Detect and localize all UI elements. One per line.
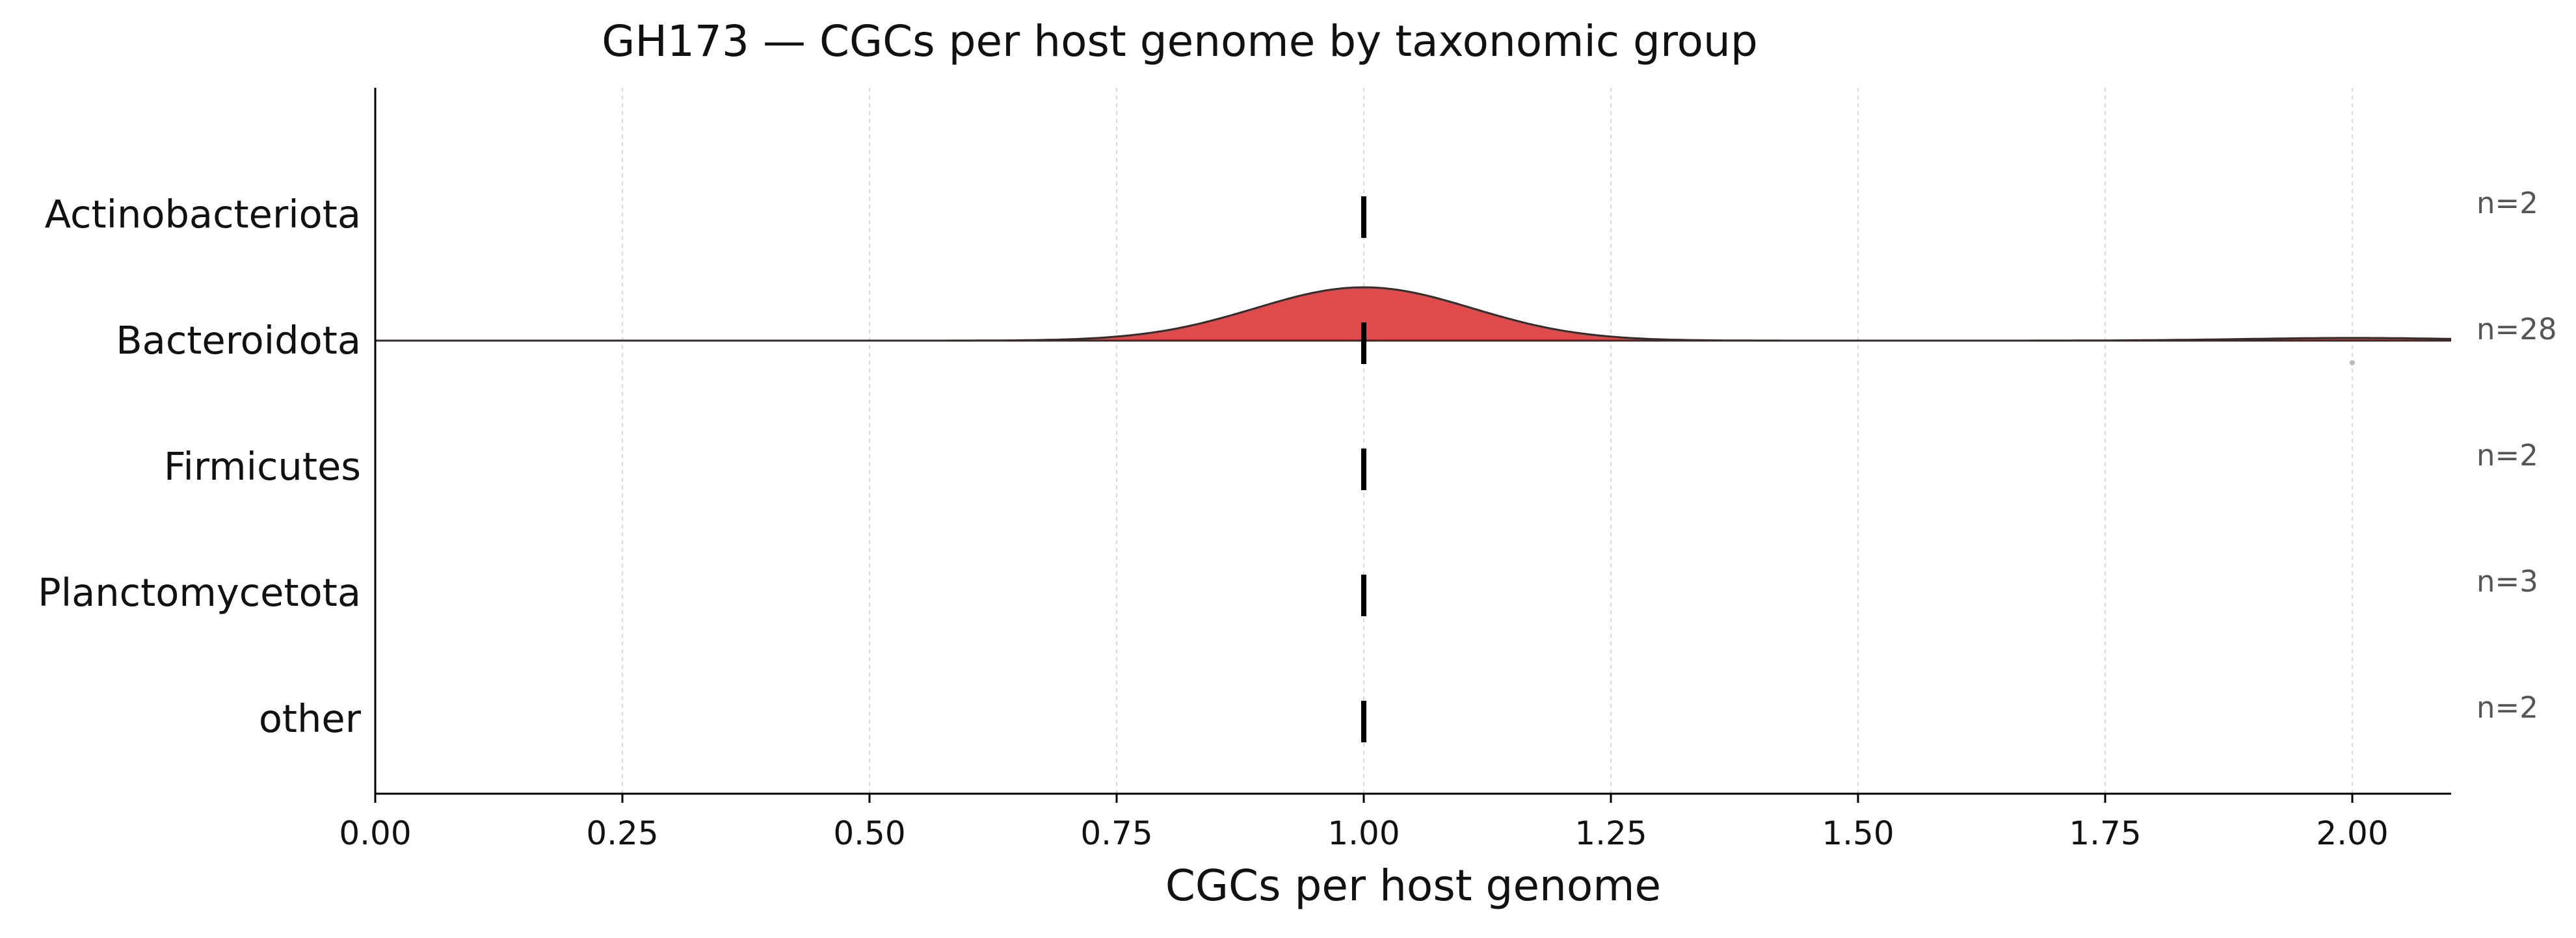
- n-count-label: n=2: [2476, 690, 2538, 725]
- n-count-label: n=3: [2476, 564, 2538, 599]
- x-tick-label: 0.50: [833, 814, 905, 852]
- x-ticks: 0.00 0.25 0.50 0.75 1.00 1.25 1.50 1.75 2.00: [339, 794, 2389, 852]
- x-tick-label: 1.75: [2069, 814, 2141, 852]
- category-labels: Actinobacteriota Bacteroidota Firmicutes Pl…: [38, 192, 362, 741]
- outlier-points: [2350, 360, 2355, 365]
- category-label: Firmicutes: [164, 444, 361, 489]
- x-tick-label: 0.75: [1080, 814, 1152, 852]
- axes: [374, 88, 2451, 795]
- x-axis-label: CGCs per host genome: [1165, 861, 1661, 911]
- density-fill: [375, 287, 2451, 341]
- category-label: Bacteroidota: [116, 318, 361, 363]
- n-count-label: n=2: [2476, 186, 2538, 220]
- category-label: Actinobacteriota: [45, 192, 361, 237]
- outlier-point: [2350, 360, 2355, 365]
- x-tick-label: 1.50: [1822, 814, 1894, 852]
- x-tick-label: 0.00: [339, 814, 411, 852]
- grid-lines: [622, 88, 2353, 794]
- n-labels: n=2 n=28 n=2 n=3 n=2: [2476, 186, 2557, 725]
- x-tick-label: 1.00: [1327, 814, 1400, 852]
- chart-title: GH173 — CGCs per host genome by taxonomi…: [602, 16, 1758, 66]
- category-label: Planctomycetota: [38, 570, 361, 615]
- n-count-label: n=2: [2476, 438, 2538, 473]
- x-tick-label: 2.00: [2316, 814, 2388, 852]
- x-tick-label: 1.25: [1574, 814, 1647, 852]
- x-tick-label: 0.25: [586, 814, 658, 852]
- density-curves: [375, 286, 2452, 342]
- category-label: other: [259, 696, 362, 741]
- n-count-label: n=28: [2476, 312, 2557, 346]
